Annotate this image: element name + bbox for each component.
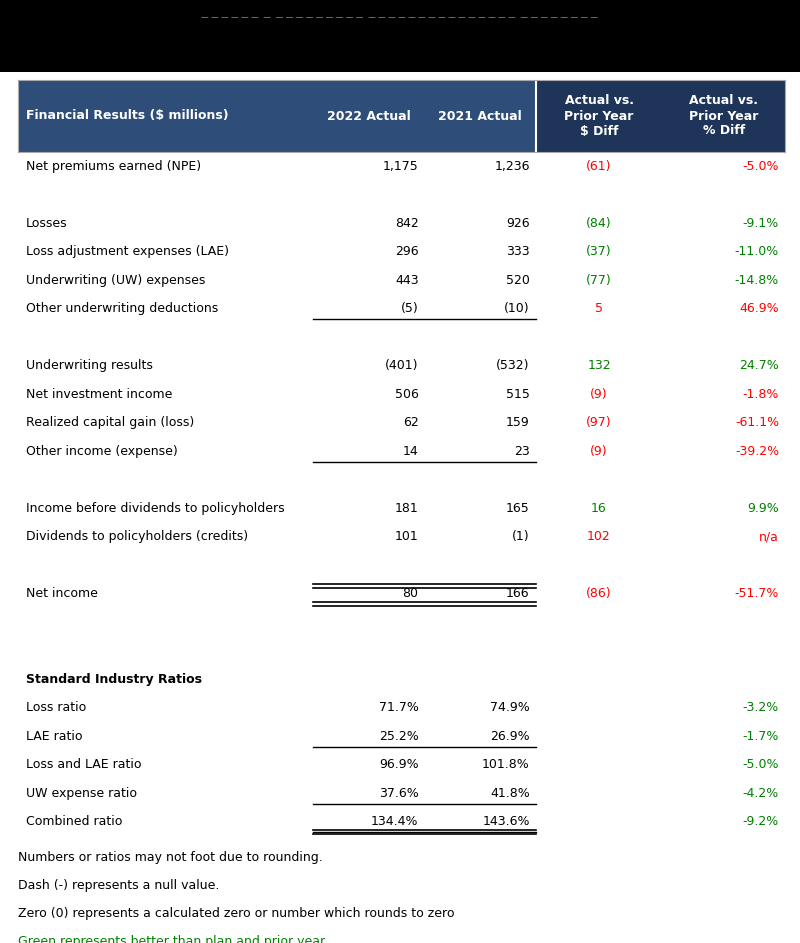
Text: n/a: n/a	[759, 530, 779, 543]
Text: Income before dividends to policyholders: Income before dividends to policyholders	[26, 502, 285, 515]
Text: Other income (expense): Other income (expense)	[26, 445, 178, 457]
Text: 443: 443	[395, 273, 418, 287]
Text: 134.4%: 134.4%	[371, 816, 418, 828]
Text: -4.2%: -4.2%	[742, 786, 779, 800]
Text: 842: 842	[394, 217, 418, 230]
Bar	[18, 80, 314, 152]
Text: 143.6%: 143.6%	[482, 816, 530, 828]
Text: 37.6%: 37.6%	[378, 786, 418, 800]
Text: Losses: Losses	[26, 217, 68, 230]
Text: 296: 296	[395, 245, 418, 258]
Text: 926: 926	[506, 217, 530, 230]
Text: 14: 14	[402, 445, 418, 457]
Text: 23: 23	[514, 445, 530, 457]
Text: Financial Results ($ millions): Financial Results ($ millions)	[26, 109, 229, 123]
Text: -5.0%: -5.0%	[742, 758, 779, 771]
Text: (84): (84)	[586, 217, 612, 230]
Text: 71.7%: 71.7%	[378, 702, 418, 714]
Text: Dash (-) represents a null value.: Dash (-) represents a null value.	[18, 879, 219, 892]
Text: 102: 102	[587, 530, 611, 543]
Text: 24.7%: 24.7%	[739, 359, 779, 372]
Text: Loss adjustment expenses (LAE): Loss adjustment expenses (LAE)	[26, 245, 229, 258]
Text: (37): (37)	[586, 245, 612, 258]
Text: (9): (9)	[590, 445, 608, 457]
Text: LAE ratio: LAE ratio	[26, 730, 82, 743]
Text: Underwriting results: Underwriting results	[26, 359, 153, 372]
Text: -9.2%: -9.2%	[742, 816, 779, 828]
Text: (5): (5)	[401, 303, 418, 315]
Text: -14.8%: -14.8%	[734, 273, 779, 287]
Text: -1.7%: -1.7%	[742, 730, 779, 743]
Text: 62: 62	[402, 416, 418, 429]
Text: 1,175: 1,175	[382, 159, 418, 173]
Text: 46.9%: 46.9%	[739, 303, 779, 315]
Text: 159: 159	[506, 416, 530, 429]
Text: Net premiums earned (NPE): Net premiums earned (NPE)	[26, 159, 201, 173]
Text: 520: 520	[506, 273, 530, 287]
Text: Actual vs.
Prior Year
$ Diff: Actual vs. Prior Year $ Diff	[564, 94, 634, 138]
Text: Zero (0) represents a calculated zero or number which rounds to zero: Zero (0) represents a calculated zero or…	[18, 907, 454, 920]
Bar	[425, 80, 536, 152]
Text: 9.9%: 9.9%	[747, 502, 779, 515]
Bar	[536, 80, 662, 152]
Text: -51.7%: -51.7%	[734, 587, 779, 601]
Bar	[0, 0, 800, 72]
Text: Standard Industry Ratios: Standard Industry Ratios	[26, 672, 202, 686]
Text: 16: 16	[591, 502, 607, 515]
Text: Net investment income: Net investment income	[26, 388, 172, 401]
Text: 515: 515	[506, 388, 530, 401]
Text: 506: 506	[394, 388, 418, 401]
Text: -39.2%: -39.2%	[735, 445, 779, 457]
Text: (1): (1)	[512, 530, 530, 543]
Text: 132: 132	[587, 359, 611, 372]
Bar	[314, 80, 425, 152]
Text: 181: 181	[394, 502, 418, 515]
Text: -5.0%: -5.0%	[742, 159, 779, 173]
Text: (86): (86)	[586, 587, 612, 601]
Text: 2022 Actual: 2022 Actual	[327, 109, 410, 123]
Text: (9): (9)	[590, 388, 608, 401]
Text: 2021 Actual: 2021 Actual	[438, 109, 522, 123]
Bar	[662, 80, 785, 152]
Text: Dividends to policyholders (credits): Dividends to policyholders (credits)	[26, 530, 248, 543]
Text: Net income: Net income	[26, 587, 98, 601]
Text: (97): (97)	[586, 416, 612, 429]
Text: Loss ratio: Loss ratio	[26, 702, 86, 714]
Text: 41.8%: 41.8%	[490, 786, 530, 800]
Text: -1.8%: -1.8%	[742, 388, 779, 401]
Text: -11.0%: -11.0%	[734, 245, 779, 258]
Text: 80: 80	[402, 587, 418, 601]
Text: UW expense ratio: UW expense ratio	[26, 786, 137, 800]
Text: (532): (532)	[496, 359, 530, 372]
Text: -3.2%: -3.2%	[742, 702, 779, 714]
Text: 26.9%: 26.9%	[490, 730, 530, 743]
Text: 165: 165	[506, 502, 530, 515]
Text: (401): (401)	[385, 359, 418, 372]
Text: Green represents better than plan and prior year.: Green represents better than plan and pr…	[18, 935, 328, 943]
Text: -61.1%: -61.1%	[735, 416, 779, 429]
Text: Numbers or ratios may not foot due to rounding.: Numbers or ratios may not foot due to ro…	[18, 851, 322, 864]
Text: 1,236: 1,236	[494, 159, 530, 173]
Text: 101: 101	[394, 530, 418, 543]
Text: 166: 166	[506, 587, 530, 601]
Text: -9.1%: -9.1%	[742, 217, 779, 230]
Text: Realized capital gain (loss): Realized capital gain (loss)	[26, 416, 194, 429]
Text: 333: 333	[506, 245, 530, 258]
Text: 74.9%: 74.9%	[490, 702, 530, 714]
Text: (61): (61)	[586, 159, 612, 173]
Text: Actual vs.
Prior Year
% Diff: Actual vs. Prior Year % Diff	[689, 94, 758, 138]
Text: Other underwriting deductions: Other underwriting deductions	[26, 303, 218, 315]
Text: Loss and LAE ratio: Loss and LAE ratio	[26, 758, 142, 771]
Text: 101.8%: 101.8%	[482, 758, 530, 771]
Text: (77): (77)	[586, 273, 612, 287]
Text: — — — — — —  —  — — — — — — — — —  — — — — — — — — — — — — — — —  — — — — — — — : — — — — — — — — — — — — — — — — — — — — …	[202, 13, 598, 23]
Text: 5: 5	[595, 303, 603, 315]
Text: (10): (10)	[504, 303, 530, 315]
Text: 96.9%: 96.9%	[379, 758, 418, 771]
Text: 25.2%: 25.2%	[378, 730, 418, 743]
Text: Underwriting (UW) expenses: Underwriting (UW) expenses	[26, 273, 206, 287]
Text: Combined ratio: Combined ratio	[26, 816, 122, 828]
